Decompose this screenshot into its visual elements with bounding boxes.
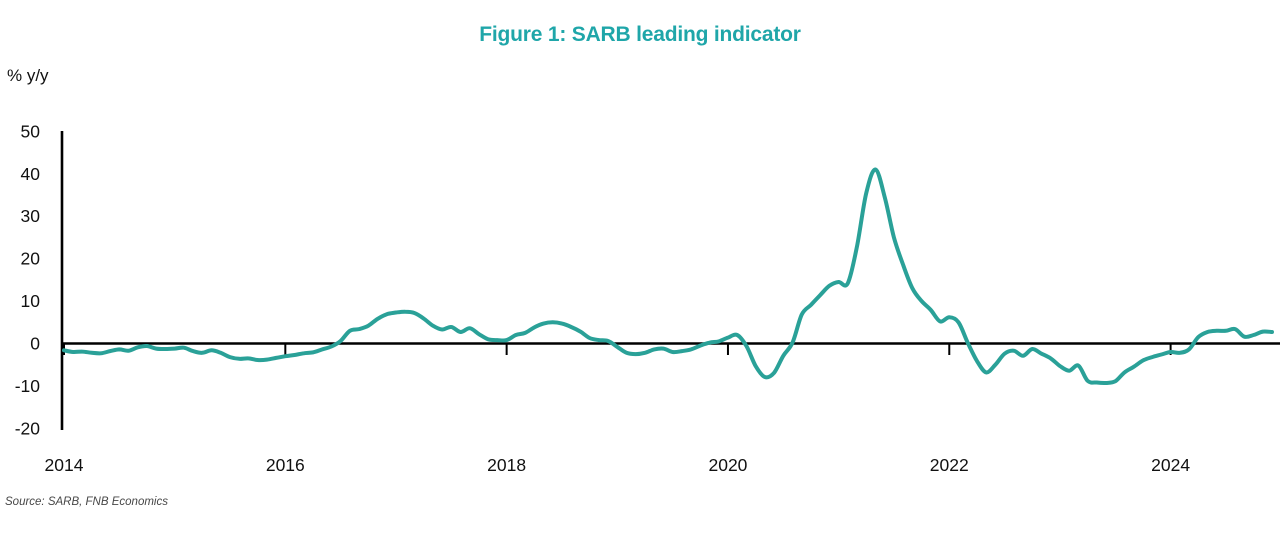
y-tick-label: 30 — [21, 206, 41, 226]
x-tick-label: 2020 — [708, 455, 747, 475]
x-tick-label: 2024 — [1151, 455, 1190, 475]
x-tick-label: 2016 — [266, 455, 305, 475]
y-tick-label: -10 — [15, 376, 41, 396]
source-note: Source: SARB, FNB Economics — [5, 496, 168, 508]
figure-title: Figure 1: SARB leading indicator — [479, 23, 801, 46]
y-tick-label: 40 — [21, 164, 41, 184]
leading-indicator-line — [62, 167, 1274, 386]
y-tick-label: 0 — [30, 334, 40, 354]
y-tick-label: 50 — [21, 121, 41, 141]
x-tick-label: 2014 — [45, 455, 84, 475]
y-tick-label: -20 — [15, 418, 41, 438]
x-tick-label: 2018 — [487, 455, 526, 475]
y-tick-label: 10 — [21, 291, 41, 311]
y-axis-unit-label: % y/y — [7, 66, 49, 85]
x-tick-label: 2022 — [930, 455, 969, 475]
y-tick-label: 20 — [21, 249, 41, 269]
